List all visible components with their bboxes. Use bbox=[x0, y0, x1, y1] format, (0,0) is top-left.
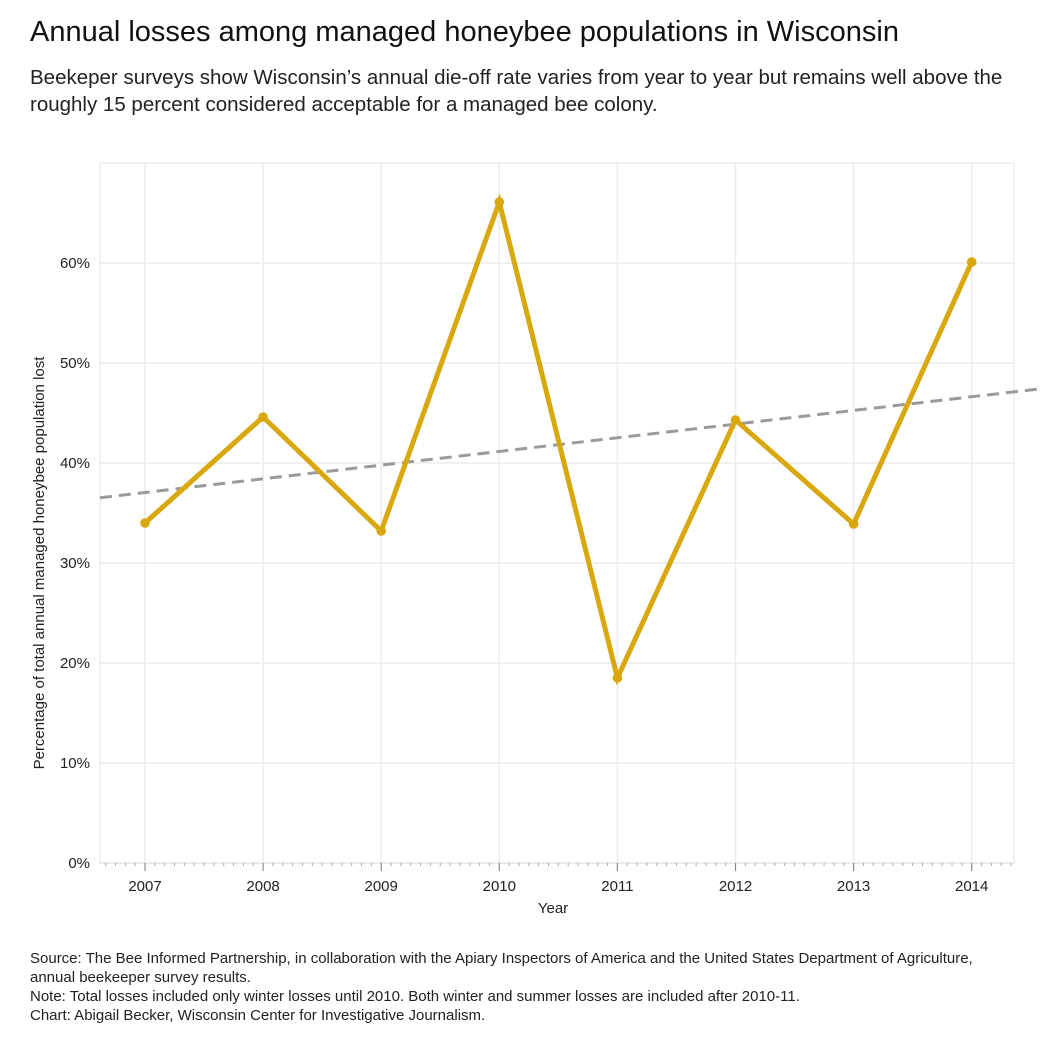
plot-frame bbox=[99, 162, 1015, 864]
y-tick-label: 10% bbox=[60, 755, 90, 772]
chart-subtitle: Beekeper surveys show Wisconsin’s annual… bbox=[30, 66, 1003, 116]
y-tick-label: 50% bbox=[60, 355, 90, 372]
data-point-2010 bbox=[494, 197, 505, 207]
chart-title: Annual losses among managed honeybee pop… bbox=[30, 16, 899, 48]
source-note: Source: The Bee Informed Partnership, in… bbox=[30, 950, 973, 986]
data-points bbox=[140, 197, 977, 683]
x-tick-label: 2010 bbox=[483, 878, 516, 895]
data-point-2013 bbox=[848, 519, 859, 529]
chart-footer: Source: The Bee Informed Partnership, in… bbox=[30, 949, 1020, 1025]
trend-line bbox=[99, 387, 1040, 500]
y-tick-label: 0% bbox=[68, 855, 90, 872]
grid bbox=[100, 163, 1014, 864]
x-axis-title: Year bbox=[538, 900, 568, 917]
x-tick-label: 2009 bbox=[365, 878, 398, 895]
data-point-2008 bbox=[258, 412, 268, 422]
y-tick-labels: 0% 10% 20% 30% 40% 50% 60% bbox=[60, 255, 90, 872]
data-point-2011 bbox=[612, 673, 623, 683]
x-tick-label: 2008 bbox=[246, 878, 279, 895]
axis-ticks bbox=[105, 863, 1012, 871]
x-tick-label: 2011 bbox=[601, 878, 633, 895]
y-tick-label: 60% bbox=[60, 255, 90, 272]
series-line bbox=[143, 193, 974, 686]
y-tick-label: 40% bbox=[60, 455, 90, 472]
credit-note: Chart: Abigail Becker, Wisconsin Center … bbox=[30, 1007, 486, 1024]
x-tick-label: 2012 bbox=[719, 878, 752, 895]
data-note: Note: Total losses included only winter … bbox=[30, 988, 800, 1005]
data-point-2007 bbox=[140, 518, 150, 528]
y-tick-label: 20% bbox=[60, 655, 90, 672]
line-chart: 0% 10% 20% 30% 40% 50% 60% 2007 2008 2009 2010 201… bbox=[31, 162, 1040, 917]
data-point-2012 bbox=[730, 415, 741, 425]
x-tick-label: 2014 bbox=[955, 878, 988, 895]
y-tick-label: 30% bbox=[60, 555, 90, 572]
x-tick-label: 2013 bbox=[837, 878, 870, 895]
x-tick-label: 2007 bbox=[128, 878, 161, 895]
x-tick-labels: 2007 2008 2009 2010 2011 2012 2013 2014 bbox=[128, 878, 988, 895]
data-point-2009 bbox=[376, 526, 387, 536]
y-axis-title: Percentage of total annual managed honey… bbox=[31, 356, 48, 770]
data-point-2014 bbox=[966, 257, 977, 267]
